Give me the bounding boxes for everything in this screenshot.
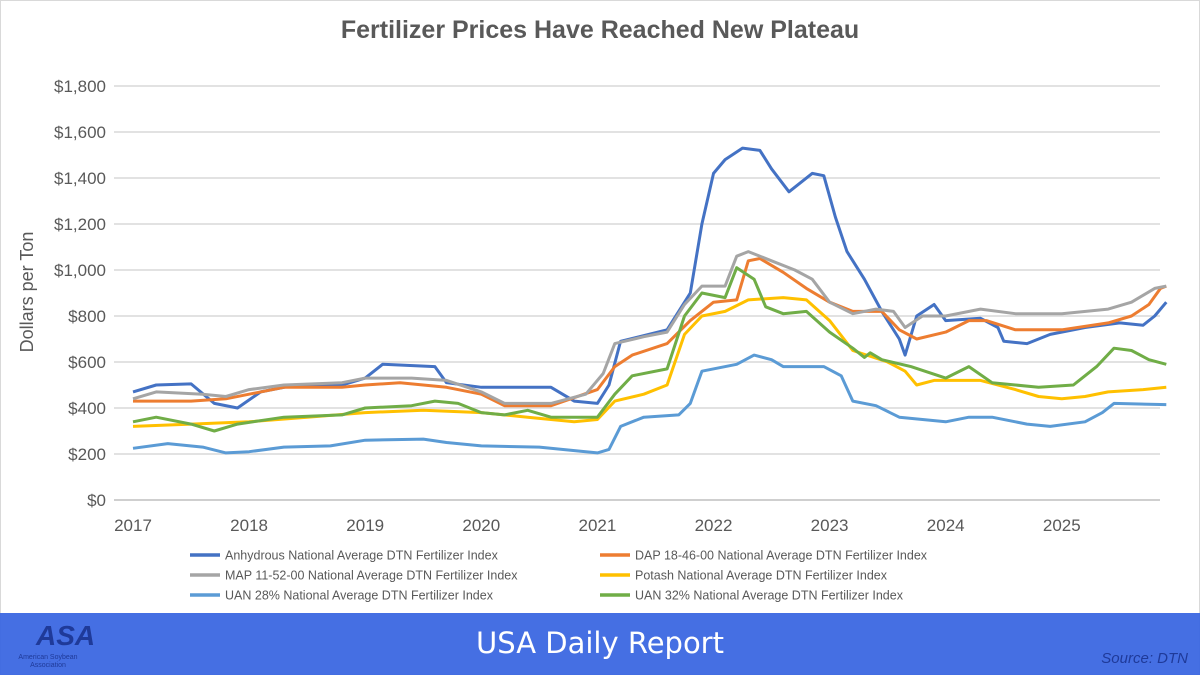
series-line-1 [132,146,1168,410]
legend-item: Anhydrous National Average DTN Fertilize… [190,549,499,563]
asa-logo: ASA American Soybean Association [18,620,96,669]
legend-item: UAN 28% National Average DTN Fertilizer … [190,589,494,603]
chart-title: Fertilizer Prices Have Reached New Plate… [340,16,860,44]
series-line-5 [132,353,1167,455]
legend-item: UAN 32% National Average DTN Fertilizer … [600,589,904,603]
y-tick-label: $1,600 [54,123,106,142]
legend-label: Anhydrous National Average DTN Fertilize… [225,549,499,563]
x-tick-label: 2024 [927,516,965,535]
legend-label: Potash National Average DTN Fertilizer I… [635,569,888,583]
y-tick-label: $400 [68,399,106,418]
y-tick-label: $200 [68,445,106,464]
x-axis-ticks: 2017 2018 2019 2020 2021 2022 2023 2024 2025 [114,516,1081,535]
legend-label: MAP 11-52-00 National Average DTN Fertil… [225,569,518,583]
legend-item: Potash National Average DTN Fertilizer I… [600,569,888,583]
series-line-2 [133,257,1167,408]
y-tick-label: $1,400 [54,169,106,188]
legend: Anhydrous National Average DTN Fertilize… [190,549,928,603]
legend-item: MAP 11-52-00 National Average DTN Fertil… [190,569,518,583]
legend-label: UAN 32% National Average DTN Fertilizer … [635,589,904,603]
series-line-6 [132,266,1167,433]
legend-item: DAP 18-46-00 National Average DTN Fertil… [600,549,928,563]
x-tick-label: 2019 [346,516,384,535]
report-banner [0,613,1200,675]
series-lines [132,146,1168,455]
source-note: Source: DTN [1101,650,1188,667]
x-tick-label: 2021 [578,516,616,535]
y-tick-label: $800 [68,307,106,326]
x-tick-label: 2017 [114,516,152,535]
y-tick-label: $1,200 [54,215,106,234]
legend-label: UAN 28% National Average DTN Fertilizer … [225,589,494,603]
series-line-4 [132,296,1167,428]
y-axis-label: Dollars per Ton [17,232,37,353]
x-tick-label: 2022 [695,516,733,535]
banner-title: USA Daily Report [476,626,724,660]
y-tick-label: $1,800 [54,77,106,96]
y-tick-label: $600 [68,353,106,372]
series-line-3 [132,250,1167,405]
y-tick-label: $0 [87,491,106,510]
y-axis-ticks: $0 $200 $400 $600 $800 $1,000 $1,200 $1,400 $1,6… [54,77,106,510]
gridlines [114,85,1160,501]
x-tick-label: 2023 [811,516,849,535]
x-tick-label: 2020 [462,516,500,535]
legend-label: DAP 18-46-00 National Average DTN Fertil… [635,549,928,563]
x-tick-label: 2025 [1043,516,1081,535]
y-tick-label: $1,000 [54,261,106,280]
x-tick-label: 2018 [230,516,268,535]
